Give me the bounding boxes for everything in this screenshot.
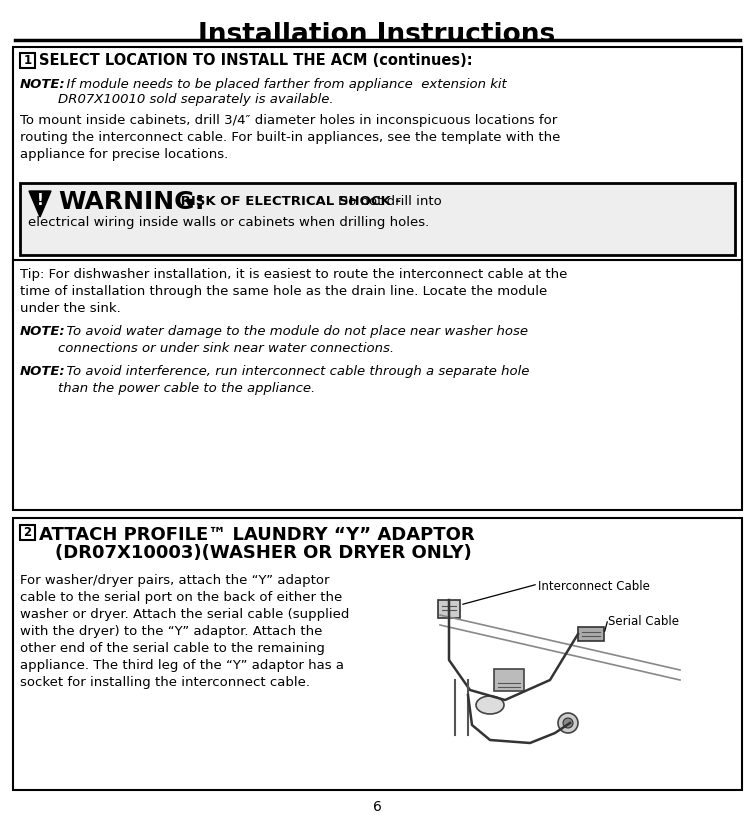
Bar [13, 47, 742, 318]
FancyBboxPatch shape [578, 627, 604, 641]
Text: NOTE:: NOTE: [20, 325, 66, 338]
Text: Installation Instructions: Installation Instructions [199, 22, 556, 48]
Ellipse shape [563, 718, 573, 728]
Bar [20, 53, 35, 68]
Bar [13, 518, 742, 790]
Bar [13, 260, 742, 510]
Text: To mount inside cabinets, drill 3/4″ diameter holes in inconspicuous locations f: To mount inside cabinets, drill 3/4″ dia… [20, 114, 560, 161]
Text: SELECT LOCATION TO INSTALL THE ACM (continues):: SELECT LOCATION TO INSTALL THE ACM (cont… [39, 53, 473, 68]
Text: For washer/dryer pairs, attach the “Y” adaptor
cable to the serial port on the b: For washer/dryer pairs, attach the “Y” a… [20, 574, 350, 689]
Text: 2: 2 [23, 526, 32, 539]
Text: 6: 6 [372, 800, 381, 814]
Text: WARNING:: WARNING: [58, 190, 205, 214]
Bar [20, 183, 735, 255]
Text: Serial Cable: Serial Cable [608, 615, 679, 628]
Text: 1: 1 [23, 54, 32, 67]
Text: (DR07X10003)(WASHER OR DRYER ONLY): (DR07X10003)(WASHER OR DRYER ONLY) [55, 544, 472, 562]
Text: electrical wiring inside walls or cabinets when drilling holes.: electrical wiring inside walls or cabine… [28, 216, 430, 229]
Text: Interconnect Cable: Interconnect Cable [538, 580, 650, 593]
Text: RISK OF ELECTRICAL SHOCK -: RISK OF ELECTRICAL SHOCK - [176, 195, 405, 208]
Ellipse shape [558, 713, 578, 733]
FancyBboxPatch shape [494, 669, 524, 691]
FancyBboxPatch shape [438, 600, 460, 618]
Text: NOTE:: NOTE: [20, 365, 66, 378]
Ellipse shape [476, 696, 504, 714]
Text: If module needs to be placed farther from appliance  extension kit
DR07X10010 so: If module needs to be placed farther fro… [58, 78, 507, 106]
Text: To avoid interference, run interconnect cable through a separate hole
than the p: To avoid interference, run interconnect … [58, 365, 529, 395]
Text: ATTACH PROFILE™ LAUNDRY “Y” ADAPTOR: ATTACH PROFILE™ LAUNDRY “Y” ADAPTOR [39, 526, 475, 544]
Polygon shape [29, 191, 51, 217]
Bar [20, 525, 35, 540]
Text: Do not drill into: Do not drill into [338, 195, 442, 208]
Text: To avoid water damage to the module do not place near washer hose
connections or: To avoid water damage to the module do n… [58, 325, 528, 355]
Text: !: ! [36, 193, 44, 208]
Text: Tip: For dishwasher installation, it is easiest to route the interconnect cable : Tip: For dishwasher installation, it is … [20, 268, 567, 315]
Text: NOTE:: NOTE: [20, 78, 66, 91]
